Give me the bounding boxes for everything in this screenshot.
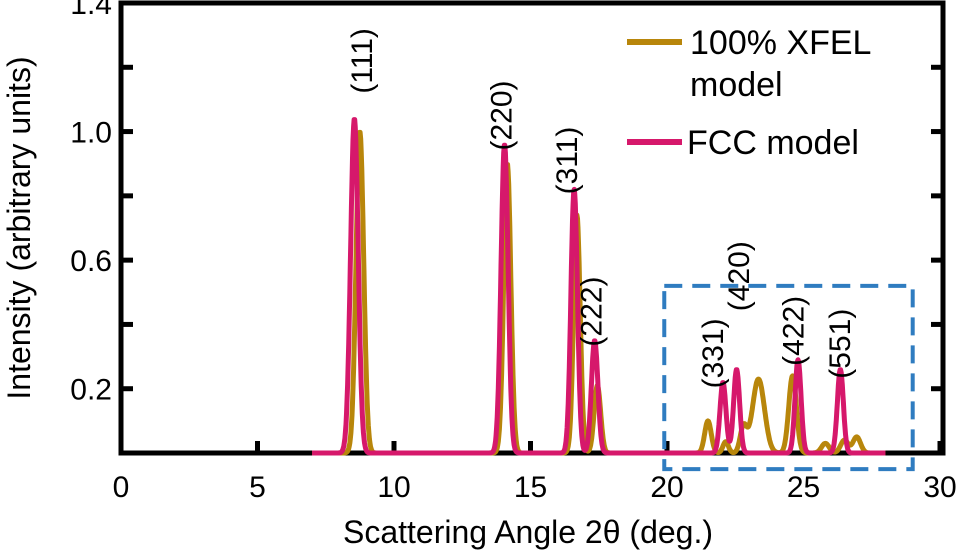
peak-label: (111) [346, 28, 379, 94]
peak-label: (311) [551, 127, 584, 195]
x-tick-label: 25 [787, 471, 820, 504]
series-group [310, 117, 888, 456]
x-tick-label: 0 [113, 471, 130, 504]
legend-label-xfel-line2: model [690, 66, 783, 104]
peak-label: (420) [723, 241, 756, 311]
peak-label: (422) [778, 296, 811, 366]
y-axis-title: Intensity (arbitrary units) [1, 56, 37, 399]
x-tick-label: 30 [923, 471, 956, 504]
x-axis-title: Scattering Angle 2θ (deg.) [343, 514, 713, 550]
y-tick-label: 0.2 [70, 374, 112, 407]
legend-label-xfel-line1: 100% XFEL [690, 24, 871, 62]
highlight-box [662, 283, 915, 472]
peak-label: (551) [824, 309, 857, 379]
legend-label-fcc: FCC model [687, 124, 859, 162]
legend: 100% XFEL model FCC model [627, 24, 871, 162]
x-tick-label: 20 [650, 471, 683, 504]
x-tick-label: 10 [377, 471, 410, 504]
peak-labels: (111) (220) (311) (222) (331) (420) (422) (551) [346, 28, 857, 388]
y-tick-label: 1.4 [70, 0, 112, 21]
series-line-fcc [310, 117, 888, 456]
peak-label: (222) [575, 277, 608, 347]
peak-label: (220) [485, 80, 518, 150]
x-tick-label: 5 [249, 471, 266, 504]
y-tick-label: 1.0 [70, 117, 112, 150]
axes: 0 5 10 15 20 25 30 0.2 0.6 1.0 1.4 [70, 0, 956, 504]
plot-frame [118, 0, 946, 456]
peak-label: (331) [697, 318, 730, 388]
y-tick-label: 0.6 [70, 245, 112, 278]
x-tick-label: 15 [514, 471, 547, 504]
